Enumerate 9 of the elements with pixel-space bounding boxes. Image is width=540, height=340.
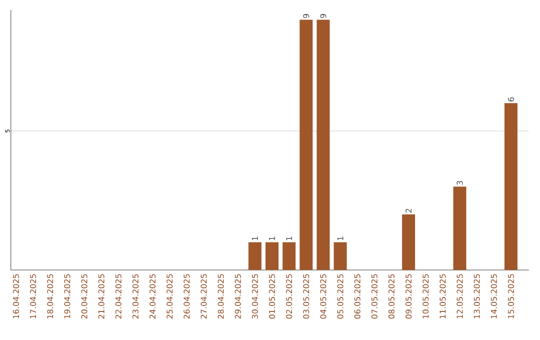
bar [316,20,330,270]
bar [402,214,416,270]
bar [266,242,279,270]
bar [453,186,466,270]
bar [300,20,313,270]
bar [334,242,347,270]
bar [282,242,296,270]
bar [504,103,518,270]
bar [248,242,262,270]
